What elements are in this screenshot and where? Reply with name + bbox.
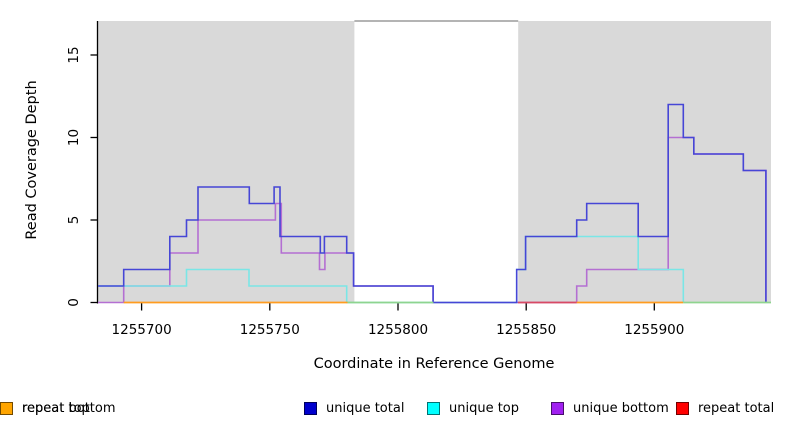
x-tick-label: 1255900 [624, 322, 684, 338]
shaded-repeat-region [518, 21, 771, 303]
legend-item-unique-total: unique total [304, 400, 404, 417]
y-tick-label: 5 [66, 216, 82, 225]
y-tick-label: 10 [66, 129, 82, 146]
y-axis-title: Read Coverage Depth [24, 80, 40, 240]
repeat-total-swatch-icon [676, 402, 689, 415]
y-tick-label: 0 [66, 298, 82, 307]
unique-top-swatch-icon [427, 402, 440, 415]
x-tick-label: 1255700 [112, 322, 172, 338]
x-tick-label: 1255750 [240, 322, 300, 338]
legend-label: repeat total [698, 401, 775, 416]
legend-label: repeat bottom [22, 401, 116, 416]
legend-item-repeat-total: repeat total [676, 400, 774, 417]
unique-bottom-swatch-icon [551, 402, 564, 415]
legend-label: unique total [326, 401, 405, 416]
legend-item-repeat-bottom: repeat bottom [0, 400, 116, 417]
y-tick-label: 15 [66, 46, 82, 63]
x-axis-title: Coordinate in Reference Genome [313, 356, 555, 372]
legend-label: repeat top [22, 401, 90, 416]
repeat-bottom-swatch-icon [0, 402, 13, 415]
legend-item-unique-bottom: unique bottom [551, 400, 669, 417]
series-unique-total [98, 103, 767, 304]
legend-item-unique-top: unique top [427, 400, 519, 417]
shaded-repeat-region [97, 21, 355, 303]
coverage-plot: 0 5 10 15 1255700 1255750 1255800 1255850 125590… [66, 20, 771, 338]
legend-label: unique bottom [573, 401, 669, 416]
x-tick-label: 1255800 [368, 322, 428, 338]
legend-label: unique top [449, 401, 520, 416]
x-tick-label: 1255850 [496, 322, 556, 338]
unique-total-swatch-icon [304, 402, 317, 415]
